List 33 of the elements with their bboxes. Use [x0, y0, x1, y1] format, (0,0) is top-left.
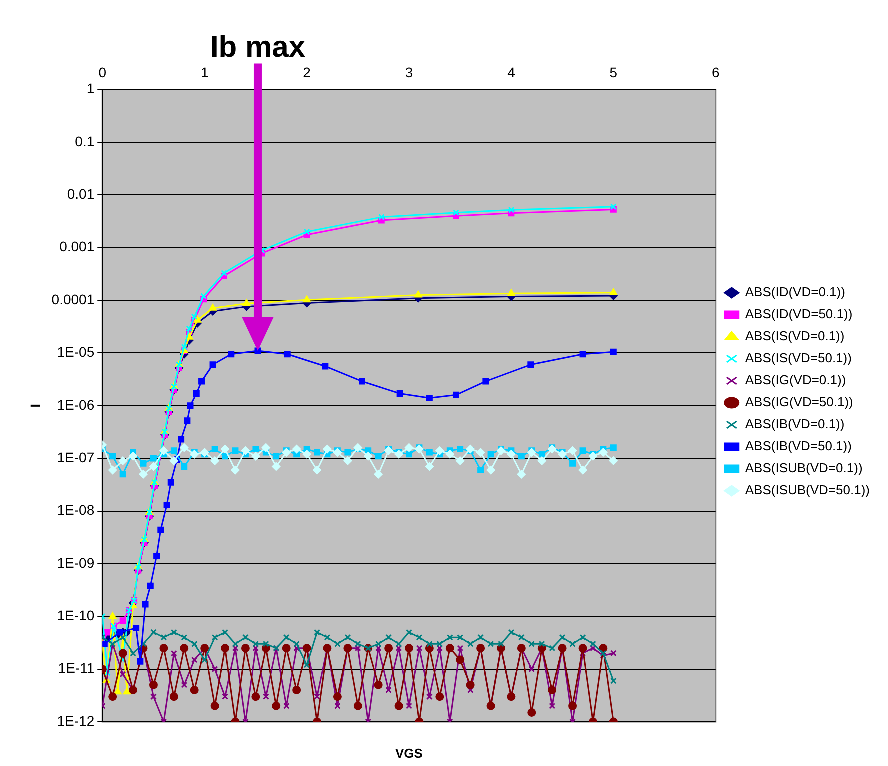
x-tick-label: 3 [405, 64, 414, 80]
legend-label: ABS(IG(VD=0.1)) [745, 372, 846, 388]
y-tick-label: 0.0001 [52, 291, 95, 308]
legend-label: ABS(IS(VD=50.1)) [745, 350, 852, 366]
x-axis-title: VGS [396, 746, 424, 762]
legend-label: ABS(IS(VD=0.1)) [745, 328, 845, 344]
y-tick-label: 0.1 [75, 133, 95, 150]
y-tick-label: 1E-08 [57, 502, 95, 518]
legend-label: ABS(ID(VD=0.1)) [745, 284, 846, 300]
x-tick-label: 5 [610, 64, 618, 80]
legend-label: ABS(IG(VD=50.1)) [745, 394, 854, 410]
legend-label: ABS(ISUB(VD=50.1)) [745, 482, 870, 498]
y-tick-label: 1E-07 [57, 449, 95, 466]
legend-label: ABS(IB(VD=50.1)) [745, 438, 852, 454]
text: Ib max [210, 31, 306, 64]
x-tick-label: 2 [303, 64, 312, 80]
legend-label: ABS(IB(VD=0.1)) [745, 416, 845, 432]
y-tick-label: 0.001 [60, 238, 95, 255]
x-tick-label: 6 [712, 64, 720, 80]
legend-label: ABS(ISUB(VD=0.1)) [745, 460, 863, 476]
y-tick-label: 1E-12 [57, 712, 95, 729]
y-tick-label: 1E-09 [57, 554, 95, 571]
x-tick-label: 1 [200, 64, 209, 80]
x-tick-label: 4 [508, 64, 516, 80]
legend-label: ABS(ID(VD=50.1)) [745, 306, 853, 322]
y-tick-label: 1 [86, 80, 95, 97]
y-tick-label: 1E-10 [57, 607, 95, 624]
y-axis-title: I [27, 404, 44, 408]
y-tick-label: 1E-05 [57, 344, 95, 360]
y-tick-label: 0.01 [67, 186, 95, 202]
y-tick-label: 1E-06 [57, 396, 95, 413]
y-tick-label: 1E-11 [58, 660, 95, 676]
x-tick-label: 0 [98, 64, 107, 80]
